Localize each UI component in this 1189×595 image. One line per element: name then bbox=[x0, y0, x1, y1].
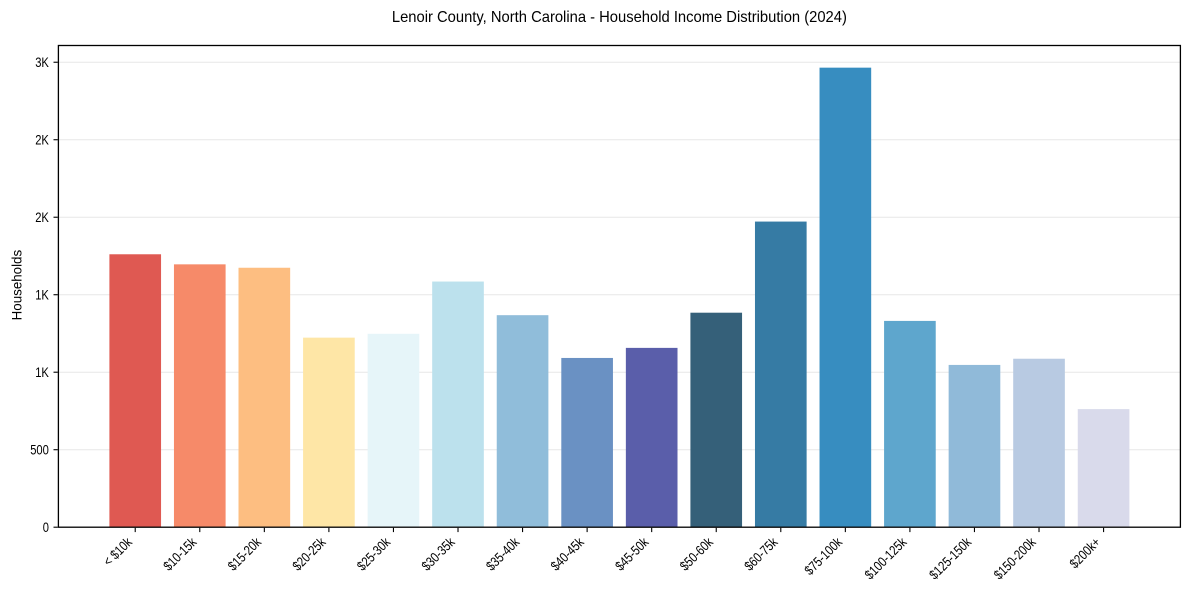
svg-text:1K: 1K bbox=[35, 287, 49, 303]
svg-text:500: 500 bbox=[30, 442, 49, 458]
svg-text:0: 0 bbox=[43, 519, 49, 535]
svg-text:2K: 2K bbox=[35, 209, 49, 225]
svg-text:Lenoir County, North Carolina: Lenoir County, North Carolina - Househol… bbox=[392, 9, 847, 26]
svg-text:1K: 1K bbox=[35, 364, 49, 380]
svg-text:2K: 2K bbox=[35, 132, 49, 148]
svg-text:3K: 3K bbox=[35, 54, 49, 70]
svg-text:Households: Households bbox=[10, 250, 25, 321]
